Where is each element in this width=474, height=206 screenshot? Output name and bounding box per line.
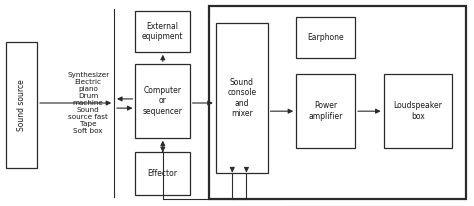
Text: External
equipment: External equipment bbox=[142, 22, 183, 41]
Text: Loudspeaker
box: Loudspeaker box bbox=[393, 102, 442, 121]
Text: Sound source: Sound source bbox=[17, 79, 26, 131]
Text: Earphone: Earphone bbox=[307, 33, 344, 42]
Text: Synthesizer
Electric
piano
Drum
machine
Sound
source fast
Tape
Soft box: Synthesizer Electric piano Drum machine … bbox=[67, 72, 109, 134]
Text: Power
amplifier: Power amplifier bbox=[309, 102, 343, 121]
Text: Effector: Effector bbox=[147, 169, 178, 178]
Text: Computer
or
sequencer: Computer or sequencer bbox=[143, 86, 182, 116]
Text: Sound
console
and
mixer: Sound console and mixer bbox=[227, 78, 256, 118]
